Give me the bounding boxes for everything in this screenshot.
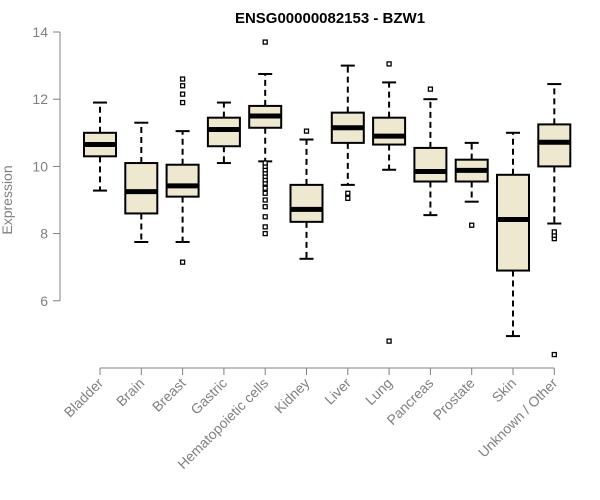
y-axis: 6 8 10 12 14	[32, 24, 61, 309]
x-tick-label: Liver	[321, 375, 354, 408]
box-breast	[165, 76, 200, 265]
y-tick-label: 6	[40, 293, 48, 309]
outlier-point	[427, 86, 434, 92]
outlier-point	[262, 185, 268, 191]
box-rect	[165, 163, 200, 198]
outlier-point	[262, 160, 268, 166]
box-pancreas	[413, 86, 448, 217]
box-rect	[289, 183, 324, 223]
box-kidney	[289, 128, 324, 260]
x-tick-label: Prostate	[430, 375, 478, 423]
outlier-point	[179, 83, 186, 89]
box-rect	[496, 173, 530, 272]
y-tick-label: 14	[32, 24, 48, 40]
outlier-point	[345, 195, 351, 201]
outlier-point	[262, 214, 268, 220]
x-tick-label: Skin	[489, 375, 520, 406]
box-hematopoietic-cells	[248, 39, 283, 237]
outlier-point	[262, 204, 268, 210]
y-tick-label: 10	[32, 158, 48, 174]
chart-title: ENSG00000082153 - BZW1	[235, 10, 425, 27]
x-tick-label: Breast	[149, 375, 189, 415]
outlier-point	[386, 61, 392, 67]
box-rect	[413, 146, 448, 183]
x-tick-label: Brain	[113, 375, 147, 409]
x-tick-label: Lung	[362, 375, 395, 408]
x-tick-label: Kidney	[271, 375, 313, 417]
outlier-point	[179, 259, 186, 265]
x-tick-label: Bladder	[61, 375, 107, 421]
outlier-point	[262, 39, 268, 45]
box-liver	[330, 64, 365, 201]
outlier-point	[262, 190, 268, 196]
outlier-point	[345, 190, 351, 196]
outlier-point	[262, 197, 268, 203]
box-group	[83, 39, 572, 358]
outlier-point	[179, 99, 186, 106]
outlier-point	[179, 91, 186, 97]
y-tick-label: 8	[40, 226, 48, 242]
box-rect	[537, 123, 572, 168]
outlier-point	[386, 338, 392, 344]
outlier-point	[303, 128, 310, 134]
box-unknown-other	[537, 83, 572, 358]
y-axis-label: Expression	[0, 165, 15, 234]
outlier-point	[551, 229, 557, 235]
box-lung	[372, 61, 407, 344]
box-rect	[372, 116, 407, 146]
box-gastric	[206, 101, 241, 165]
box-skin	[496, 131, 530, 338]
y-tick-label: 12	[32, 91, 48, 107]
outlier-point	[551, 351, 557, 358]
outlier-point	[179, 76, 186, 82]
box-rect	[124, 162, 159, 215]
box-brain	[124, 121, 159, 243]
box-rect	[206, 116, 241, 148]
outlier-point	[469, 222, 475, 228]
box-prostate	[454, 141, 489, 228]
outlier-point	[262, 230, 268, 237]
box-bladder	[83, 101, 117, 192]
outlier-point	[262, 224, 268, 230]
